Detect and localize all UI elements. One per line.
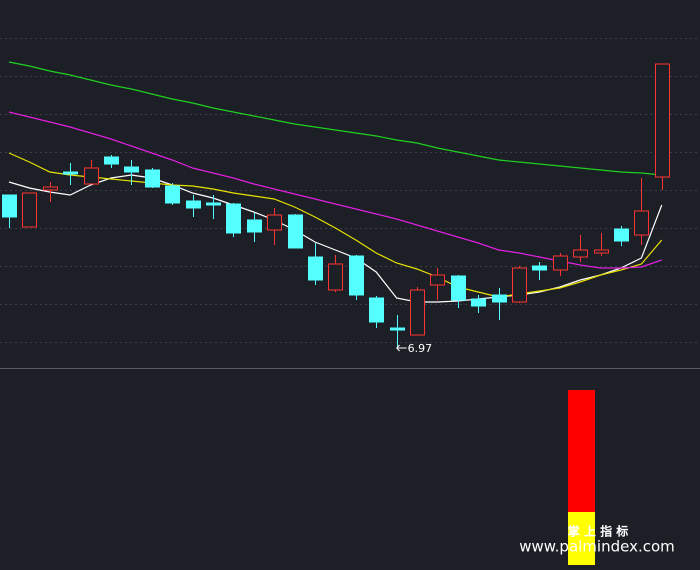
candle-body [532,265,547,271]
candle-body [655,63,670,178]
candle-body [349,255,364,296]
candle-body [22,192,37,228]
candle-body [492,294,507,303]
candle-body [145,169,160,188]
candle-body [288,214,303,249]
candle-body [247,219,262,233]
ma-line [8,152,663,298]
candle-body [512,267,527,303]
candle-body [84,167,99,185]
candle-body [104,156,119,165]
watermark-url: www.palmindex.com [519,538,675,556]
candle-body [308,256,323,281]
candle-body [634,210,649,236]
candle-body [63,171,78,175]
ma-line [8,61,662,176]
indicator [568,390,595,565]
indicator-bar [568,512,595,565]
low-label: 6.97 [408,342,433,355]
candle-body [573,249,588,258]
candle-body [43,186,58,191]
low-arrow [396,344,407,352]
watermark-title: 掌 上 指 标 [568,524,629,539]
candle-body [471,298,486,307]
candle-body [267,214,282,231]
candle-body [594,249,609,254]
candle-body [614,228,629,242]
candle-body [2,194,17,218]
candle-body [369,297,384,323]
candle-body [390,327,405,331]
candle-body [124,166,139,173]
candle-body [226,203,241,234]
candle-body [553,255,568,271]
candles [2,63,670,348]
candle-body [165,185,180,204]
candle-body [430,274,445,286]
candle-body [206,202,221,206]
candle-body [451,275,466,301]
indicator-bar [568,390,595,512]
candle-body [186,200,201,209]
candle-body [410,289,425,336]
candle-body [328,263,343,291]
